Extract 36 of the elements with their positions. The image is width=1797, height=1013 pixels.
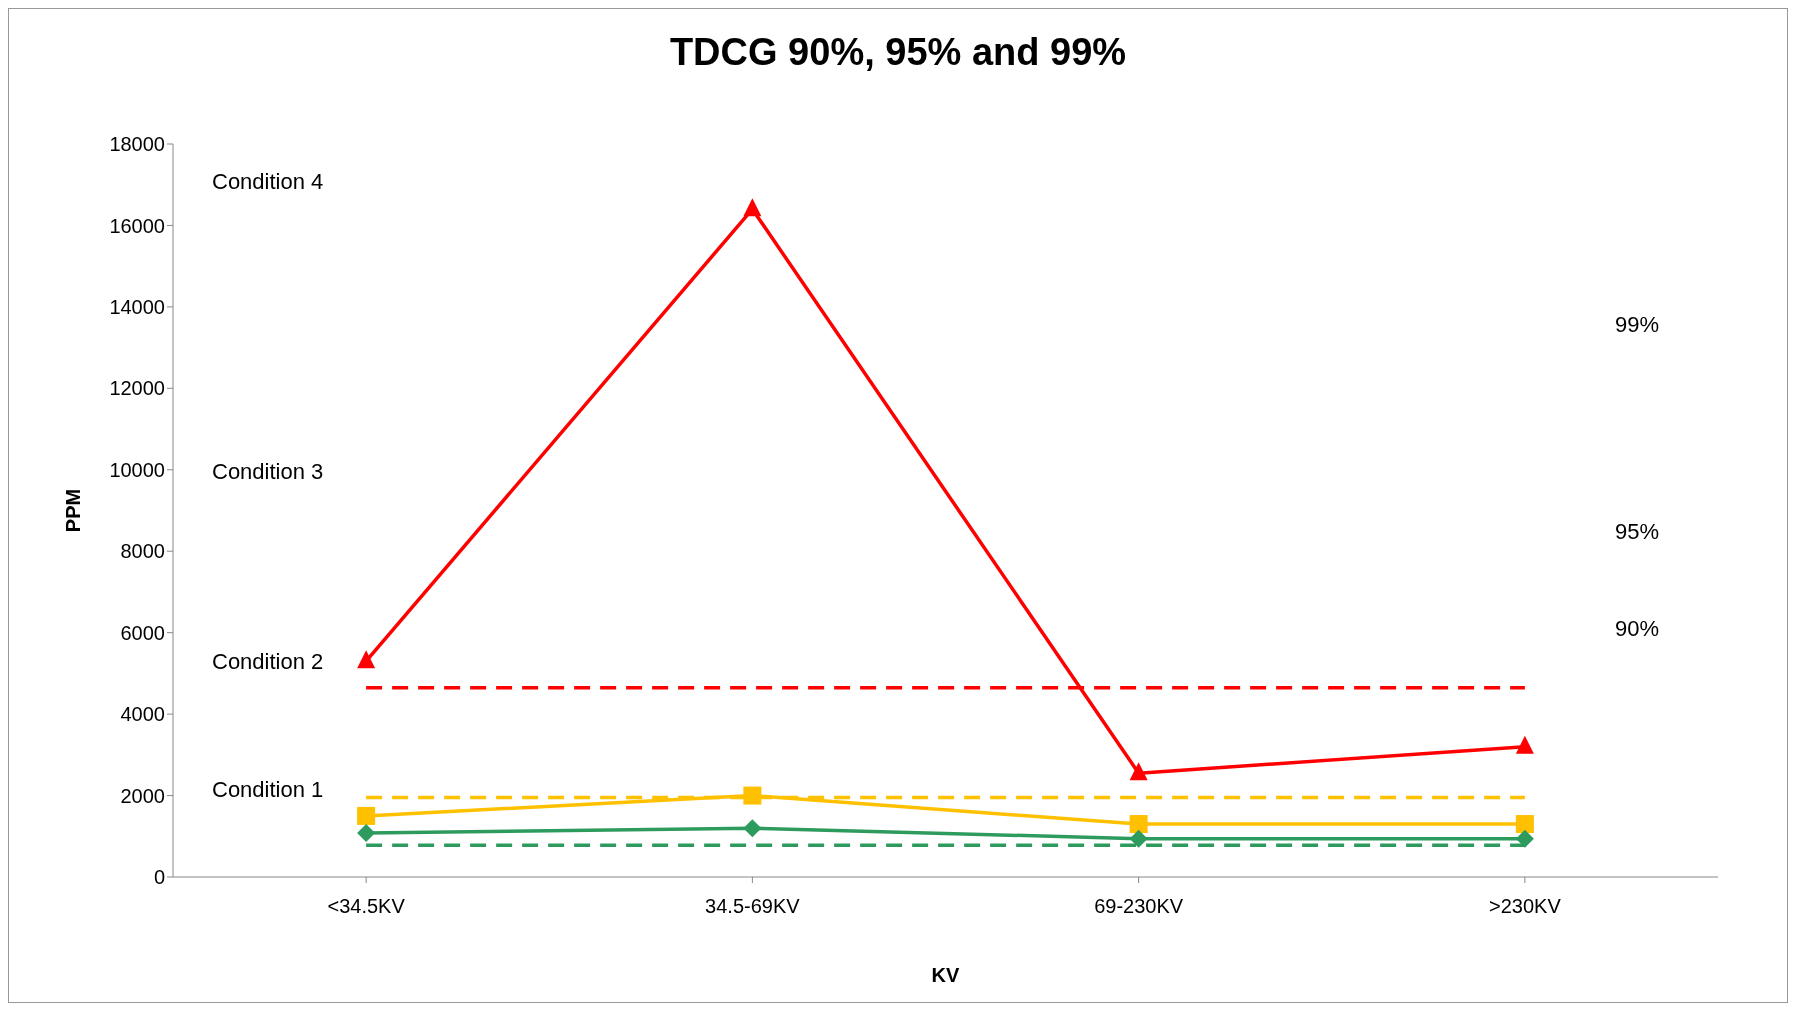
point [357,824,376,843]
x-axis-title: KV [931,964,961,986]
point [1129,762,1148,781]
point [1129,829,1148,848]
annotation: Condition 1 [212,777,324,803]
y-tick-label: 2000 [120,784,165,807]
point [1515,815,1534,834]
x-tick-label: 34.5-69KV [705,895,801,918]
point [743,786,762,805]
point [1129,815,1148,834]
x-tick-label: >230KV [1489,895,1562,918]
annotation: Condition 3 [212,459,324,485]
point [1515,829,1534,848]
y-tick-label: 4000 [120,703,165,726]
point [357,806,376,825]
point [743,198,762,217]
annotation: Condition 2 [212,649,324,675]
x-tick-label: <34.5KV [327,895,406,918]
point [357,650,376,669]
y-tick-label: 12000 [109,377,165,400]
y-tick-label: 16000 [109,214,165,237]
point [743,819,762,838]
y-tick-label: 0 [153,866,165,889]
y-tick-label: 6000 [120,621,165,644]
y-tick-label: 18000 [109,133,165,156]
chart-title: TDCG 90%, 95% and 99% [668,31,1128,74]
annotation: 95% [1615,519,1660,545]
point [1515,735,1534,754]
x-tick-label: 69-230KV [1094,895,1184,918]
annotation: 99% [1615,312,1660,338]
annotation: 90% [1615,616,1660,642]
y-axis-title: PPM [62,488,85,533]
y-tick-label: 14000 [109,295,165,318]
y-tick-label: 10000 [109,458,165,481]
y-tick-label: 8000 [120,540,165,563]
annotation: Condition 4 [212,169,324,195]
